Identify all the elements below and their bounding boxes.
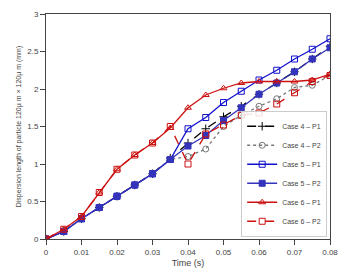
svg-text:1: 1 bbox=[34, 160, 39, 169]
svg-text:0.5: 0.5 bbox=[27, 197, 39, 206]
svg-text:Case 6 – P2: Case 6 – P2 bbox=[282, 218, 321, 225]
svg-text:0.05: 0.05 bbox=[216, 248, 232, 257]
svg-text:2: 2 bbox=[34, 85, 39, 94]
svg-text:0.07: 0.07 bbox=[287, 248, 303, 257]
svg-text:Case 6 – P1: Case 6 – P1 bbox=[282, 199, 321, 206]
svg-text:2.5: 2.5 bbox=[27, 47, 39, 56]
svg-text:Case 5 – P1: Case 5 – P1 bbox=[282, 161, 321, 168]
svg-text:Case 4 – P1: Case 4 – P1 bbox=[282, 123, 321, 130]
svg-text:Case 4 – P2: Case 4 – P2 bbox=[282, 142, 321, 149]
svg-text:0: 0 bbox=[34, 235, 39, 244]
svg-text:Case 5 – P2: Case 5 – P2 bbox=[282, 180, 321, 187]
svg-text:0.04: 0.04 bbox=[180, 248, 196, 257]
svg-text:0.02: 0.02 bbox=[109, 248, 125, 257]
svg-text:Dispersion length of particle: Dispersion length of particle 120µ m × 1… bbox=[15, 46, 23, 208]
svg-text:0: 0 bbox=[44, 248, 49, 257]
svg-text:0.08: 0.08 bbox=[322, 248, 338, 257]
svg-text:0.03: 0.03 bbox=[145, 248, 161, 257]
svg-text:1.5: 1.5 bbox=[27, 122, 39, 131]
svg-text:3: 3 bbox=[34, 10, 39, 19]
svg-text:0.01: 0.01 bbox=[74, 248, 90, 257]
svg-text:0.06: 0.06 bbox=[251, 248, 267, 257]
svg-text:Time (s): Time (s) bbox=[172, 258, 205, 268]
